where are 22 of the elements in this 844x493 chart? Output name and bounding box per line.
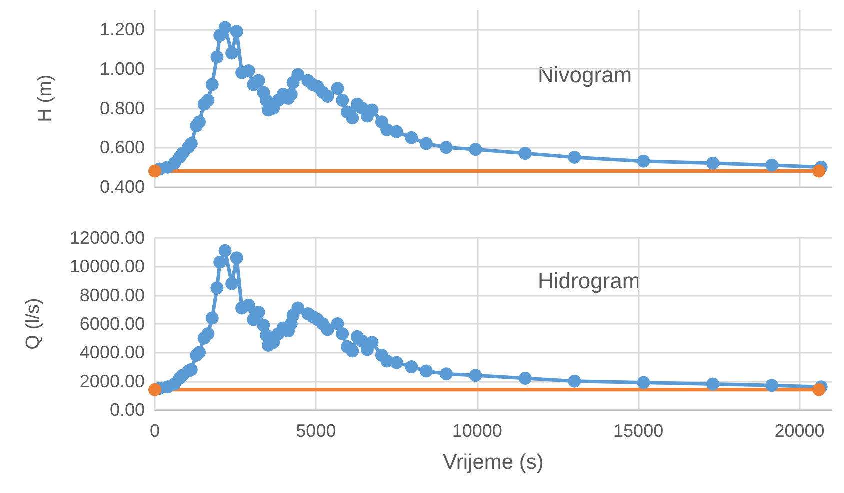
y-tick-label: 8000.00	[80, 285, 145, 306]
annotation: Nivogram	[538, 62, 632, 88]
x-tick-label: 15000	[614, 421, 664, 441]
x-tick-label: 10000	[452, 421, 502, 441]
y-tick-label: 12000.00	[70, 228, 145, 248]
x-tick-label: 5000	[296, 421, 336, 441]
y-tick-label: 0.00	[110, 400, 145, 420]
y-tick-label: 6000.00	[80, 314, 145, 334]
x-tick-label: 0	[150, 421, 160, 441]
x-tick-label: 20000	[774, 421, 825, 441]
y-tick-label: 1.000	[100, 59, 145, 79]
y-tick-label: 0.400	[100, 177, 145, 197]
y-tick-label: 4000.00	[80, 342, 145, 363]
y-tick-label: 0.600	[100, 138, 145, 158]
y-tick-label: 10000.00	[70, 256, 145, 277]
y-tick-label: 1.200	[100, 20, 145, 40]
y-axis-title: Q (l/s)	[23, 298, 44, 350]
y-tick-label: 2000.00	[80, 371, 145, 392]
annotation: Hidrogram	[538, 268, 641, 294]
y-tick-label: 0.800	[100, 98, 145, 118]
y-axis-title: H (m)	[35, 74, 56, 122]
x-axis-title: Vrijeme (s)	[443, 451, 544, 474]
